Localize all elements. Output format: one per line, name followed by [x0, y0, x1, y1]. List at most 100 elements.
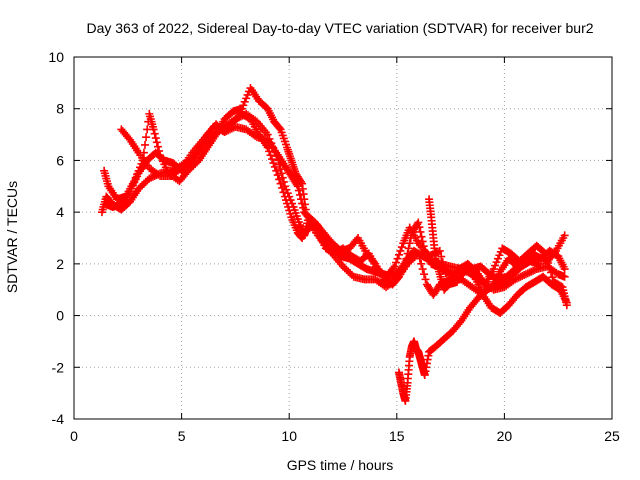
data-point — [275, 175, 284, 184]
y-tick-label: 10 — [48, 49, 64, 65]
data-point — [530, 265, 539, 274]
data-point — [275, 124, 284, 133]
data-point — [520, 271, 529, 280]
y-axis-label: SDTVAR / TECUs — [4, 181, 20, 293]
x-tick-label: 20 — [497, 428, 513, 444]
data-point — [545, 263, 554, 272]
data-point — [393, 254, 402, 263]
data-point — [544, 258, 553, 267]
data-point — [279, 188, 288, 197]
data-point — [421, 275, 430, 284]
data-point — [532, 252, 541, 261]
data-point — [414, 218, 423, 227]
y-tick-label: -4 — [52, 411, 65, 427]
data-point — [211, 123, 220, 132]
x-axis-label: GPS time / hours — [287, 457, 394, 473]
x-tick-label: 0 — [70, 428, 78, 444]
data-point — [145, 174, 154, 183]
y-tick-label: 6 — [56, 152, 64, 168]
data-point — [312, 224, 321, 233]
data-point — [514, 273, 523, 282]
data-point — [391, 276, 400, 285]
data-point — [417, 259, 426, 268]
data-series — [425, 195, 571, 310]
data-point — [396, 246, 405, 255]
data-point — [415, 254, 424, 263]
y-tick-label: 4 — [56, 204, 64, 220]
y-tick-label: 8 — [56, 101, 64, 117]
data-point — [390, 262, 399, 271]
data-point — [560, 231, 569, 240]
data-point — [534, 259, 543, 268]
x-tick-label: 5 — [178, 428, 186, 444]
data-point — [523, 269, 532, 278]
data-point — [265, 147, 274, 156]
data-point — [550, 248, 559, 257]
data-point — [542, 254, 551, 263]
data-point — [251, 131, 260, 140]
chart-title: Day 363 of 2022, Sidereal Day-to-day VTE… — [86, 20, 593, 36]
data-point — [560, 265, 569, 274]
y-tick-label: 0 — [56, 308, 64, 324]
data-point — [529, 266, 538, 275]
data-point — [534, 252, 543, 261]
data-point — [154, 170, 163, 179]
data-point — [415, 223, 424, 232]
data-point — [441, 269, 450, 278]
data-point — [417, 232, 426, 241]
data-point — [539, 248, 548, 257]
data-point — [294, 186, 303, 195]
x-tick-label: 10 — [281, 428, 297, 444]
data-point — [440, 263, 449, 272]
data-point — [392, 258, 401, 267]
data-point — [562, 301, 571, 310]
y-tick-label: 2 — [56, 256, 64, 272]
data-point — [269, 159, 278, 168]
data-point — [142, 133, 151, 142]
data-point — [278, 173, 287, 182]
data-point — [220, 127, 229, 136]
data-point — [278, 184, 287, 193]
data-point — [292, 180, 301, 189]
data-point — [416, 227, 425, 236]
data-point — [548, 273, 557, 282]
data-point — [560, 272, 569, 281]
data-point — [425, 252, 434, 261]
data-points — [97, 84, 571, 405]
data-point — [276, 179, 285, 188]
data-point — [512, 274, 521, 283]
data-point — [226, 125, 235, 134]
data-point — [150, 129, 159, 138]
grid-lines — [74, 57, 612, 419]
data-point — [527, 267, 536, 276]
data-point — [518, 271, 527, 280]
data-point — [209, 122, 218, 131]
data-point — [420, 270, 429, 279]
x-tick-label: 25 — [604, 428, 620, 444]
data-point — [403, 249, 412, 258]
data-point — [295, 190, 304, 199]
axis-ticks — [73, 56, 613, 420]
data-point — [147, 173, 156, 182]
data-point — [299, 203, 308, 212]
data-point — [224, 126, 233, 135]
data-point — [227, 124, 236, 133]
data-point — [547, 268, 556, 277]
data-point — [266, 151, 275, 160]
data-point — [297, 195, 306, 204]
data-point — [525, 268, 534, 277]
plot-frame — [73, 56, 613, 420]
data-point — [414, 249, 423, 258]
data-point — [213, 124, 222, 133]
data-point — [293, 182, 302, 191]
data-point — [217, 126, 226, 135]
data-point — [397, 243, 406, 252]
data-point — [273, 171, 282, 180]
data-point — [521, 270, 530, 279]
tick-labels: 0 5 10 15 20 25 -4 -2 0 2 4 6 8 10 — [48, 49, 620, 444]
data-point — [270, 162, 279, 171]
data-point — [404, 244, 413, 253]
data-point — [435, 246, 444, 255]
data-point — [153, 142, 162, 151]
